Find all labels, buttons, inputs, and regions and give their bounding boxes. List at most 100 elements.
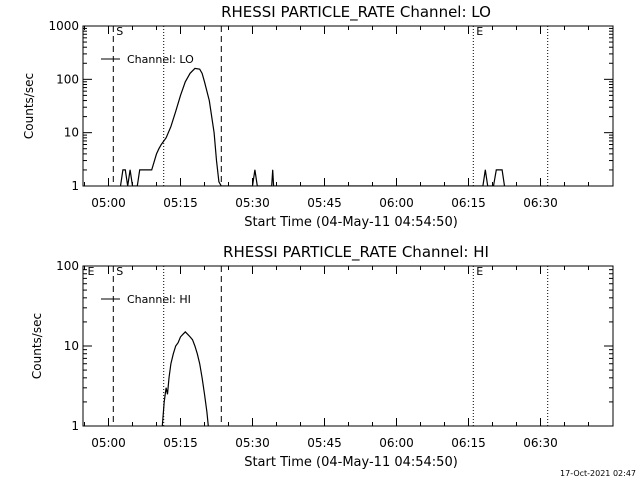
data-point: [487, 185, 489, 187]
panel-lo: RHESSI PARTICLE_RATE Channel: LO Counts/s…: [22, 3, 614, 230]
data-point: [272, 169, 274, 171]
data-point: [496, 169, 497, 171]
data-point: [185, 81, 186, 83]
x-tick-label: 06:30: [523, 436, 558, 450]
data-point: [216, 160, 217, 161]
data-point: [504, 185, 505, 187]
data-point: [151, 169, 152, 171]
data-point: [493, 185, 494, 187]
data-point: [134, 185, 136, 187]
data-point: [199, 68, 200, 70]
x-tick-label: 05:45: [307, 436, 342, 450]
interval-marker-s: S: [116, 25, 123, 38]
data-point: [185, 331, 186, 333]
chart-title: RHESSI PARTICLE_RATE Channel: HI: [223, 243, 489, 262]
data-point: [221, 185, 222, 187]
data-point: [192, 339, 193, 341]
data-point: [158, 148, 160, 149]
data-point: [177, 342, 179, 344]
data-point: [187, 334, 188, 335]
data-point: [129, 169, 131, 171]
data-point: [175, 345, 176, 347]
y-axis-label: Counts/sec: [22, 73, 36, 139]
data-point: [182, 334, 184, 335]
y-tick-label: 100: [56, 259, 79, 273]
data-point: [189, 336, 191, 338]
data-point: [482, 185, 484, 187]
data-point: [165, 387, 167, 389]
x-tick-label: 05:15: [163, 196, 198, 210]
interval-marker-e: E: [88, 265, 95, 278]
data-point: [254, 169, 256, 171]
legend-label: Channel: HI: [127, 293, 191, 306]
data-point: [209, 100, 210, 101]
x-tick-label: 05:15: [163, 436, 198, 450]
y-tick-label: 1: [71, 419, 79, 433]
interval-marker-s: S: [116, 265, 123, 278]
data-point: [252, 185, 253, 187]
x-tick-label: 06:00: [379, 436, 414, 450]
data-point: [206, 411, 208, 413]
y-tick-label: 1: [71, 179, 79, 193]
data-point: [194, 345, 196, 347]
data-point: [173, 353, 174, 355]
y-tick-label: 10: [64, 126, 79, 140]
y-tick-label: 100: [56, 72, 79, 86]
data-point: [146, 169, 148, 171]
data-point: [161, 144, 162, 145]
data-point: [213, 132, 215, 133]
data-point: [273, 185, 274, 187]
data-point: [485, 169, 486, 171]
data-point: [189, 73, 191, 74]
data-point: [175, 111, 176, 112]
x-tick-label: 06:15: [451, 436, 486, 450]
data-point: [180, 336, 181, 338]
data-point: [156, 153, 157, 155]
series-line: [161, 331, 209, 426]
data-point: [201, 377, 203, 379]
data-point: [194, 68, 196, 69]
data-point: [120, 185, 121, 187]
legend-label: Channel: LO: [127, 53, 194, 66]
y-tick-label: 10: [64, 339, 79, 353]
data-point: [257, 185, 258, 187]
data-point: [199, 363, 200, 365]
chart-title: RHESSI PARTICLE_RATE Channel: LO: [221, 3, 491, 22]
x-tick-label: 05:00: [91, 436, 126, 450]
data-point: [168, 377, 170, 379]
interval-marker-e: E: [476, 265, 483, 278]
data-point: [201, 73, 203, 74]
x-tick-label: 06:15: [451, 196, 486, 210]
x-axis-label: Start Time (04-May-11 04:54:50): [244, 215, 458, 230]
timestamp-label: 17-Oct-2021 02:47: [560, 469, 636, 478]
data-point: [125, 169, 126, 171]
data-point: [139, 169, 140, 171]
data-point: [132, 185, 133, 187]
data-point: [137, 185, 138, 187]
data-point: [180, 95, 181, 96]
x-axis-label: Start Time (04-May-11 04:54:50): [244, 455, 458, 470]
panel-hi: RHESSI PARTICLE_RATE Channel: HI Counts/s…: [30, 243, 614, 470]
y-tick-label: 1000: [48, 19, 79, 33]
interval-marker-e: E: [476, 25, 483, 38]
data-point: [170, 126, 172, 127]
data-point: [167, 393, 168, 395]
data-point: [170, 363, 172, 365]
data-point: [122, 169, 124, 171]
x-tick-label: 05:45: [307, 196, 342, 210]
data-point: [218, 181, 220, 183]
data-point: [271, 185, 273, 187]
x-tick-label: 06:30: [523, 196, 558, 210]
data-point: [197, 353, 198, 355]
data-point: [501, 169, 503, 171]
data-point: [141, 169, 143, 171]
data-point: [127, 185, 128, 187]
x-tick-label: 05:00: [91, 196, 126, 210]
data-point: [204, 393, 205, 395]
x-tick-label: 05:30: [235, 436, 270, 450]
x-tick-label: 05:30: [235, 196, 270, 210]
x-tick-label: 06:00: [379, 196, 414, 210]
data-point: [163, 401, 165, 403]
data-point: [204, 81, 205, 83]
